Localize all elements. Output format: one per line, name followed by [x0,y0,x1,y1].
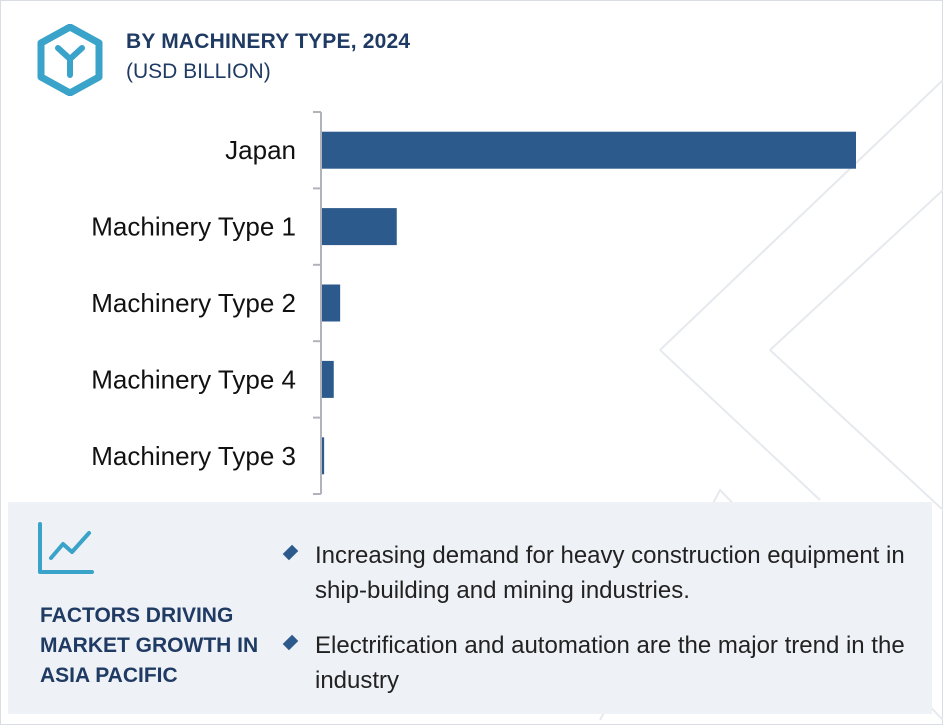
bar [322,208,397,246]
factors-panel [8,502,932,714]
chart-title: BY MACHINERY TYPE, 2024 [126,30,411,53]
line-chart-trend-icon [38,522,94,574]
bar-chart: Japan Machinery Type 1 Machinery Type 2 Mac… [91,111,856,495]
bar [322,131,856,169]
bar [322,360,334,398]
factor-text: Electrification and automation are the m… [315,632,905,694]
chart-subtitle: (USD BILLION) [126,60,271,83]
category-label: Machinery Type 1 [91,212,296,242]
bar [322,437,325,475]
category-label: Machinery Type 3 [91,441,296,471]
category-label: Machinery Type 2 [91,288,296,318]
category-label: Japan [225,135,296,165]
factors-title: FACTORS DRIVING MARKET GROWTH IN ASIA PA… [40,604,259,687]
factor-text: Increasing demand for heavy construction… [315,542,905,604]
hexagon-y-logo-icon [37,24,103,96]
category-label: Machinery Type 4 [91,364,296,394]
bar [322,284,341,322]
